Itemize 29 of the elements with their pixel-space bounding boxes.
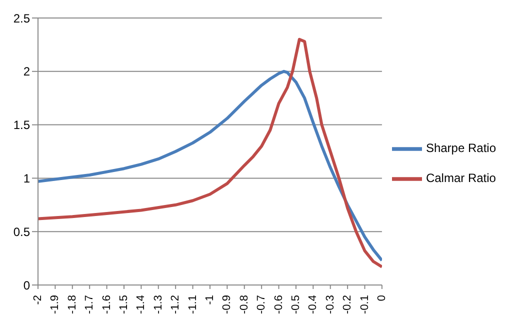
y-tick-label: 0.5 [13,224,30,239]
x-tick-label: -1 [204,295,216,305]
x-tick-label: -0.5 [290,295,302,314]
x-tick-label: -0.3 [324,295,336,314]
x-tick-label: -1.7 [84,295,96,314]
x-tick-label: -0.8 [238,295,250,314]
x-tick-label: -0.6 [272,295,285,314]
x-tick-label: -1.9 [49,295,62,314]
y-tick-label: 1.5 [13,118,30,132]
x-tick-label: -1.8 [66,295,78,314]
y-tick-label: 2 [23,64,30,79]
x-tick-label: -0.2 [342,295,354,314]
legend-label: Calmar Ratio [426,170,496,185]
x-tick-label: -2 [32,295,44,305]
x-tick-label: -1.3 [152,295,164,314]
x-tick-label: 0 [376,295,388,302]
x-tick-label: -0.9 [221,295,234,314]
x-tick-label: -1.4 [135,295,148,314]
x-tick-label: -1.2 [170,295,182,314]
y-tick-label: 1 [23,171,30,186]
x-tick-label: -1.6 [100,295,113,314]
y-tick-label: 2.5 [13,11,30,26]
x-tick-label: -1.5 [118,295,130,314]
x-tick-label: -0.1 [358,295,371,314]
x-tick-label: -0.4 [307,295,320,314]
x-tick-label: -0.7 [256,295,268,314]
y-tick-label: 0 [23,278,30,292]
x-tick-label: -1.1 [186,295,199,314]
legend-label: Sharpe Ratio [426,140,496,155]
